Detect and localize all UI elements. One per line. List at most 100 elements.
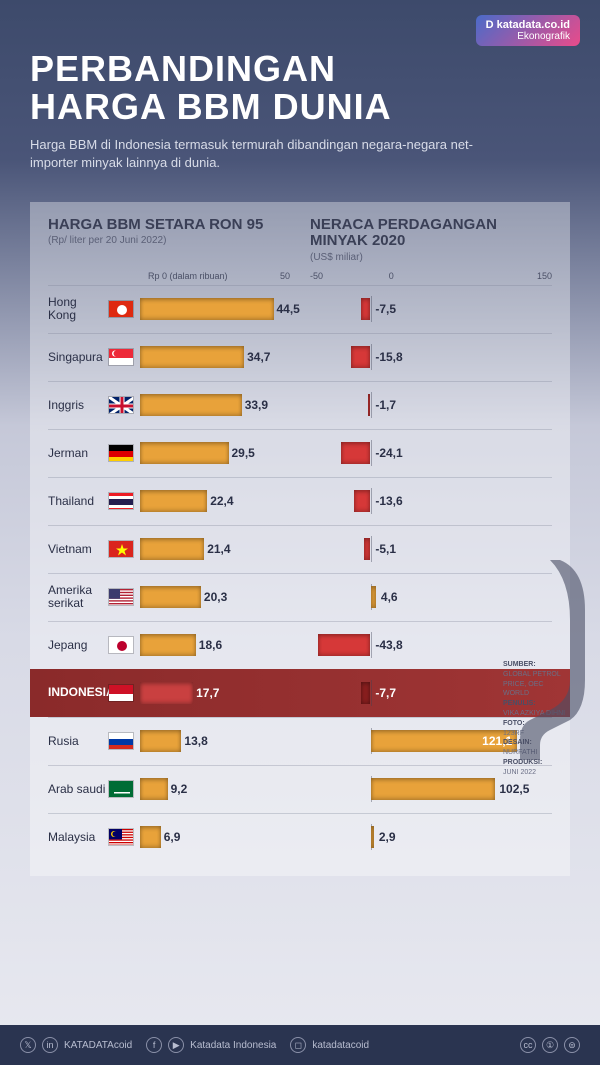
price-bar — [140, 634, 196, 656]
price-cell: Malaysia 6,9 — [48, 826, 290, 848]
trade-bar — [318, 634, 371, 656]
data-row: Malaysia 6,9 2,9 — [48, 813, 552, 861]
data-row: Hong Kong 44,5 -7,5 — [48, 285, 552, 333]
flag-icon — [108, 396, 134, 414]
price-cell: Rusia 13,8 — [48, 730, 290, 752]
price-axis: Rp 0 (dalam ribuan) 50 — [48, 271, 290, 281]
price-bar-wrap: 33,9 — [140, 394, 290, 416]
price-bar-wrap: 17,7 — [140, 682, 290, 704]
trade-sub: (US$ miliar) — [310, 252, 552, 263]
price-bar — [140, 394, 242, 416]
price-value: 22,4 — [210, 494, 233, 508]
country-name: Thailand — [48, 495, 108, 508]
country-name: Jerman — [48, 447, 108, 460]
left-column-header: HARGA BBM SETARA RON 95 (Rp/ liter per 2… — [48, 217, 290, 263]
trade-bar — [361, 682, 370, 704]
twitter-icon: 𝕏 — [20, 1037, 36, 1053]
price-bar-wrap: 34,7 — [140, 346, 290, 368]
price-bar-wrap: 9,2 — [140, 778, 290, 800]
price-cell: Inggris 33,9 — [48, 394, 290, 416]
price-bar-wrap: 6,9 — [140, 826, 290, 848]
data-row: Jepang 18,6 -43,8 — [48, 621, 552, 669]
fuel-pump-icon — [510, 560, 590, 780]
country-name: Hong Kong — [48, 296, 108, 322]
flag-icon — [108, 588, 134, 606]
trade-bar — [341, 442, 370, 464]
instagram-handle: katadatacoid — [312, 1040, 369, 1051]
license-icons: cc ① ⊜ — [520, 1037, 580, 1053]
price-value: 13,8 — [184, 734, 207, 748]
flag-icon — [108, 300, 134, 318]
nd-icon: ⊜ — [564, 1037, 580, 1053]
country-name: INDONESIA — [48, 686, 108, 699]
country-name: Vietnam — [48, 543, 108, 556]
price-cell: Singapura 34,7 — [48, 346, 290, 368]
title-line2: HARGA BBM DUNIA — [30, 86, 392, 127]
linkedin-icon: in — [42, 1037, 58, 1053]
cc-icon: cc — [520, 1037, 536, 1053]
trade-cell: 102,5 — [310, 778, 552, 800]
social-twitter: 𝕏 in KATADATAcoid — [20, 1037, 132, 1053]
social-instagram: ◻ katadatacoid — [290, 1037, 369, 1053]
trade-value: -24,1 — [375, 446, 402, 460]
price-bar — [140, 298, 274, 320]
price-bar-wrap: 18,6 — [140, 634, 290, 656]
price-bar-wrap: 21,4 — [140, 538, 290, 560]
trade-axis-zero: 0 — [389, 271, 394, 281]
trade-cell: -1,7 — [310, 394, 552, 416]
page-title: PERBANDINGAN HARGA BBM DUNIA — [30, 50, 570, 126]
price-sub: (Rp/ liter per 20 Juni 2022) — [48, 235, 290, 246]
country-name: Malaysia — [48, 831, 108, 844]
price-cell: INDONESIA 17,7 — [48, 682, 290, 704]
price-cell: Jerman 29,5 — [48, 442, 290, 464]
right-column-header: NERACA PERDAGANGAN MINYAK 2020 (US$ mili… — [310, 217, 552, 263]
flag-icon — [108, 444, 134, 462]
data-row: Amerika serikat 20,3 4,6 — [48, 573, 552, 621]
country-name: Jepang — [48, 639, 108, 652]
zero-line — [371, 392, 372, 418]
trade-value: -7,5 — [375, 302, 396, 316]
price-value: 20,3 — [204, 590, 227, 604]
trade-axis-min: -50 — [310, 271, 323, 281]
trade-axis-max: 150 — [537, 271, 552, 281]
trade-value: 4,6 — [381, 590, 398, 604]
facebook-icon: f — [146, 1037, 162, 1053]
price-bar-wrap: 13,8 — [140, 730, 290, 752]
instagram-icon: ◻ — [290, 1037, 306, 1053]
price-value: 33,9 — [245, 398, 268, 412]
youtube-icon: ▶ — [168, 1037, 184, 1053]
trade-cell: -13,6 — [310, 490, 552, 512]
title-line1: PERBANDINGAN — [30, 48, 336, 89]
flag-icon — [108, 348, 134, 366]
data-row: Vietnam 21,4 -5,1 — [48, 525, 552, 573]
flag-icon — [108, 540, 134, 558]
trade-value: -15,8 — [375, 350, 402, 364]
trade-value: -1,7 — [375, 398, 396, 412]
data-row: Rusia 13,8 121,1 — [48, 717, 552, 765]
footer: 𝕏 in KATADATAcoid f ▶ Katadata Indonesia… — [0, 1025, 600, 1065]
flag-icon — [108, 684, 134, 702]
country-name: Singapura — [48, 351, 108, 364]
flag-icon — [108, 780, 134, 798]
price-bar — [140, 346, 244, 368]
facebook-handle: Katadata Indonesia — [190, 1040, 276, 1051]
chart-panel: HARGA BBM SETARA RON 95 (Rp/ liter per 2… — [30, 202, 570, 876]
flag-icon — [108, 636, 134, 654]
trade-bar — [351, 346, 370, 368]
price-cell: Thailand 22,4 — [48, 490, 290, 512]
zero-line — [371, 632, 372, 658]
flag-icon — [108, 732, 134, 750]
price-bar-wrap: 29,5 — [140, 442, 290, 464]
trade-cell: -5,1 — [310, 538, 552, 560]
zero-line — [371, 488, 372, 514]
data-row: Inggris 33,9 -1,7 — [48, 381, 552, 429]
by-icon: ① — [542, 1037, 558, 1053]
brand-name: D katadata.co.id — [486, 19, 570, 31]
price-cell: Arab saudi 9,2 — [48, 778, 290, 800]
price-bar — [140, 730, 181, 752]
data-row: Singapura 34,7 -15,8 — [48, 333, 552, 381]
price-bar — [140, 442, 229, 464]
axis-row: Rp 0 (dalam ribuan) 50 -50 0 150 — [48, 271, 552, 281]
price-bar-wrap: 44,5 — [140, 298, 290, 320]
price-value: 9,2 — [171, 782, 188, 796]
